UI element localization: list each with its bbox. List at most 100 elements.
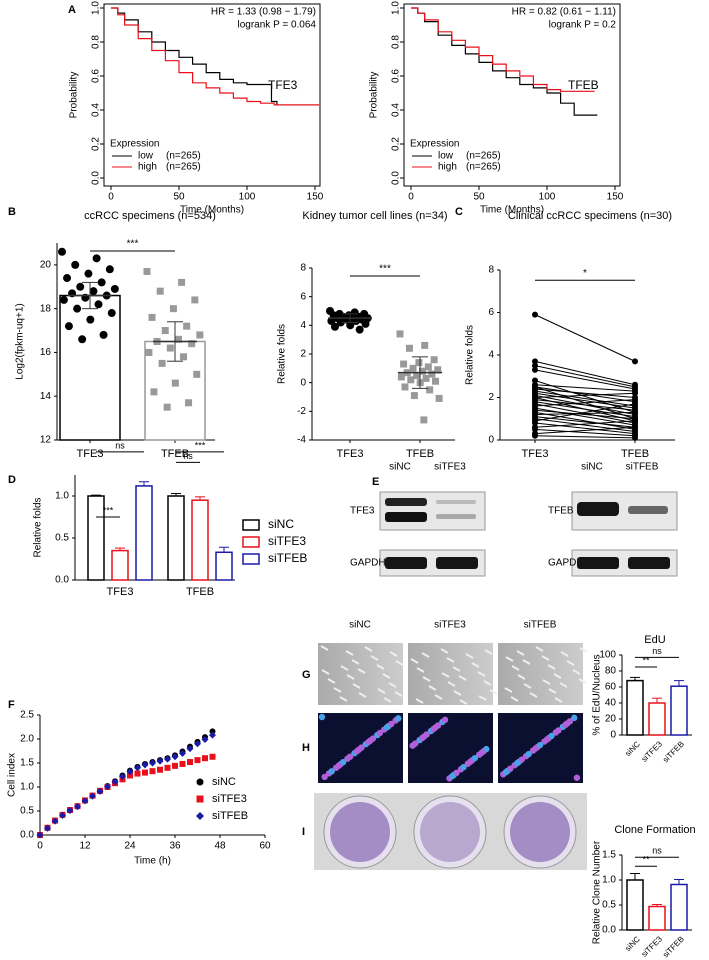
cell-shape <box>505 656 514 662</box>
nucleus <box>448 773 456 780</box>
band <box>628 557 670 569</box>
point <box>166 344 174 352</box>
point <box>158 359 166 367</box>
cell-shape <box>345 650 354 656</box>
point <box>532 377 538 384</box>
x-axis-label: Time (Months) <box>480 205 544 216</box>
nucleus <box>365 738 372 746</box>
point <box>150 388 158 396</box>
x-tick-label: TFE3 <box>77 448 104 460</box>
gene-label: TFE3 <box>268 78 298 92</box>
x-tick-label: 150 <box>307 192 324 203</box>
x-tick-label: TFE3 <box>522 448 549 460</box>
cell-shape <box>428 685 437 691</box>
gene-label: TFEB <box>568 78 599 92</box>
point <box>59 811 66 819</box>
y-tick-label: 20 <box>605 714 617 725</box>
point <box>632 417 638 424</box>
point <box>632 424 638 431</box>
point <box>426 386 434 394</box>
x-tick-label: TFEB <box>621 448 649 460</box>
nucleus <box>441 716 449 724</box>
cell-shape <box>382 673 391 679</box>
x-tick-label: 0 <box>37 841 43 852</box>
band <box>436 557 478 569</box>
x-axis-label: Time (h) <box>134 856 171 867</box>
point <box>51 817 59 825</box>
band <box>385 557 427 569</box>
point <box>193 370 201 378</box>
point <box>105 265 114 274</box>
point <box>134 770 141 777</box>
nucleus <box>339 759 347 766</box>
point <box>148 313 156 321</box>
nucleus <box>358 744 365 751</box>
point <box>143 267 151 275</box>
point <box>434 366 442 374</box>
y-axis-label: Relative Clone Number <box>592 840 603 944</box>
point <box>202 755 208 762</box>
y-tick-label: 2.0 <box>20 734 34 745</box>
point <box>532 362 538 369</box>
cell-shape <box>504 687 513 693</box>
cell-shape <box>394 691 403 697</box>
point <box>413 372 421 379</box>
y-tick-label: 1.0 <box>391 1 402 15</box>
pair-line <box>534 399 636 407</box>
pair-line <box>534 407 636 426</box>
significance: ns <box>115 440 125 450</box>
y-axis-label: Relative folds <box>33 497 44 557</box>
point <box>76 282 85 291</box>
point <box>104 783 111 791</box>
y-tick-label: 0.0 <box>91 171 102 185</box>
colonies <box>510 802 570 862</box>
point <box>172 762 178 769</box>
y-tick-label: 0 <box>488 435 494 446</box>
pair-line <box>534 403 636 422</box>
x-tick-label: 50 <box>473 192 485 203</box>
pair-line <box>534 384 636 392</box>
x-tick-label: siTFEB <box>661 935 686 960</box>
y-tick-label: 0 <box>300 377 306 388</box>
chart-title: EdU <box>644 634 665 646</box>
legend-label: high <box>438 162 457 173</box>
chart-title: Clinical ccRCC specimens (n=30) <box>508 210 672 222</box>
bar <box>111 549 129 581</box>
point <box>209 753 216 760</box>
y-axis-label: % of EdU/Nucleus <box>592 654 603 735</box>
x-tick-label: 0 <box>108 192 114 203</box>
y-tick-label: 0.0 <box>602 925 616 936</box>
nucleus <box>434 722 442 729</box>
pair-line <box>534 426 636 435</box>
x-tick-label: 48 <box>214 841 226 852</box>
x-tick-label: 100 <box>239 192 256 203</box>
nucleus <box>548 732 555 740</box>
cell-shape <box>560 651 569 657</box>
point <box>94 300 103 309</box>
cell-shape <box>484 649 493 655</box>
y-tick-label: 1.0 <box>55 491 69 502</box>
cell-shape <box>517 674 526 680</box>
pair-line <box>534 420 636 428</box>
lane-label: siNC <box>389 462 411 473</box>
point <box>336 318 345 327</box>
nucleus <box>571 714 578 722</box>
point <box>330 322 339 331</box>
point <box>44 824 51 832</box>
point <box>632 390 638 397</box>
pair-line <box>534 435 636 439</box>
legend-label: high <box>138 162 157 173</box>
point <box>107 309 116 318</box>
nucleus <box>478 749 486 756</box>
legend-label: low <box>138 151 154 162</box>
y-tick-label: 1.0 <box>602 875 616 886</box>
y-tick-label: 16 <box>40 347 52 358</box>
y-tick-label: 18 <box>40 303 52 314</box>
lane-label: siNC <box>581 462 603 473</box>
cell-shape <box>465 653 474 659</box>
cell-shape <box>453 690 462 696</box>
y-tick-label: 0.0 <box>55 575 69 586</box>
row-label: GAPDH <box>548 558 584 569</box>
y-tick-label: 2 <box>488 392 494 403</box>
band <box>628 506 668 514</box>
